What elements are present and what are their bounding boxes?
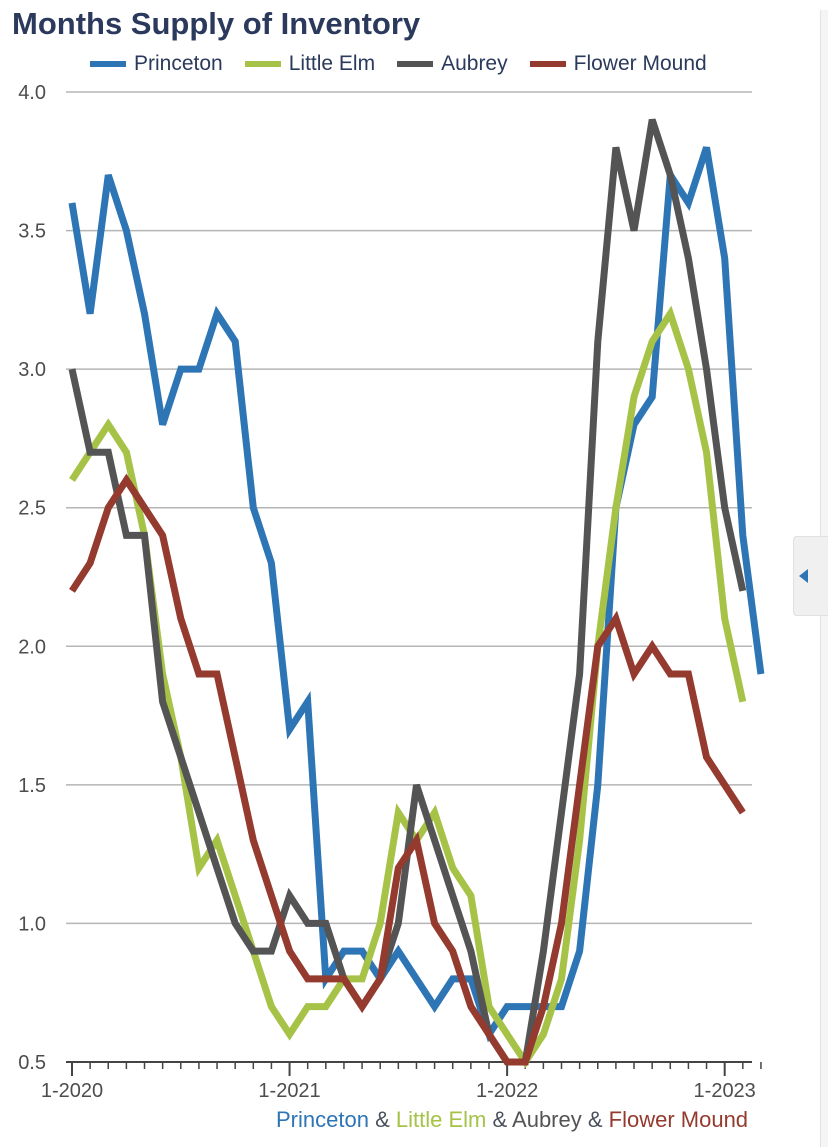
y-tick-label: 0.5 — [18, 1052, 46, 1074]
chart-legend: Princeton Little Elm Aubrey Flower Mound — [90, 52, 729, 76]
footer-area-name: Princeton — [276, 1107, 369, 1132]
chevron-left-icon — [799, 569, 808, 583]
footer-area-name: Little Elm — [395, 1107, 487, 1132]
y-tick-label: 1.5 — [18, 775, 46, 797]
series-line-princeton — [68, 146, 765, 1043]
legend-label: Little Elm — [288, 52, 376, 75]
footer-caption: Princeton & Little Elm & Aubrey & Flower… — [276, 1107, 748, 1133]
y-tick-label: 1.0 — [18, 913, 46, 935]
legend-label: Princeton — [134, 52, 223, 75]
x-tick-label: 1-2022 — [476, 1080, 538, 1100]
footer-area-name: Aubrey — [512, 1107, 582, 1132]
legend-item-little-elm[interactable]: Little Elm — [244, 52, 376, 76]
y-tick-label: 4.0 — [18, 82, 46, 104]
y-tick-label: 2.5 — [18, 498, 46, 520]
legend-swatch — [90, 61, 126, 67]
legend-label: Flower Mound — [573, 52, 707, 75]
footer-separator: & — [368, 1107, 396, 1132]
chart-title: Months Supply of Inventory — [12, 6, 421, 41]
y-tick-label: 3.5 — [18, 221, 46, 243]
footer-separator: & — [581, 1107, 609, 1132]
legend-item-princeton[interactable]: Princeton — [90, 52, 223, 76]
legend-swatch — [244, 61, 281, 67]
x-tick-label: 1-2020 — [41, 1080, 103, 1100]
footer-area-name: Flower Mound — [608, 1107, 749, 1132]
legend-item-flower-mound[interactable]: Flower Mound — [529, 52, 707, 76]
footer-separator: & — [486, 1107, 513, 1132]
y-tick-label: 3.0 — [18, 359, 46, 381]
series-line-flower-mound — [69, 473, 746, 1066]
y-tick-label: 2.0 — [18, 636, 46, 658]
legend-label: Aubrey — [441, 52, 508, 75]
legend-swatch — [529, 61, 566, 67]
series-line-little-elm — [69, 305, 747, 1069]
legend-item-aubrey[interactable]: Aubrey — [397, 52, 508, 76]
x-tick-label: 1-2023 — [694, 1080, 756, 1100]
line-chart: 0.5 1.0 1.5 2.0 2.5 3.0 3.5 4.0 1-2020 1-2021 1-20… — [18, 82, 765, 1100]
legend-swatch — [397, 61, 434, 67]
side-panel-toggle[interactable] — [793, 536, 828, 616]
x-tick-label: 1-2021 — [258, 1080, 320, 1100]
